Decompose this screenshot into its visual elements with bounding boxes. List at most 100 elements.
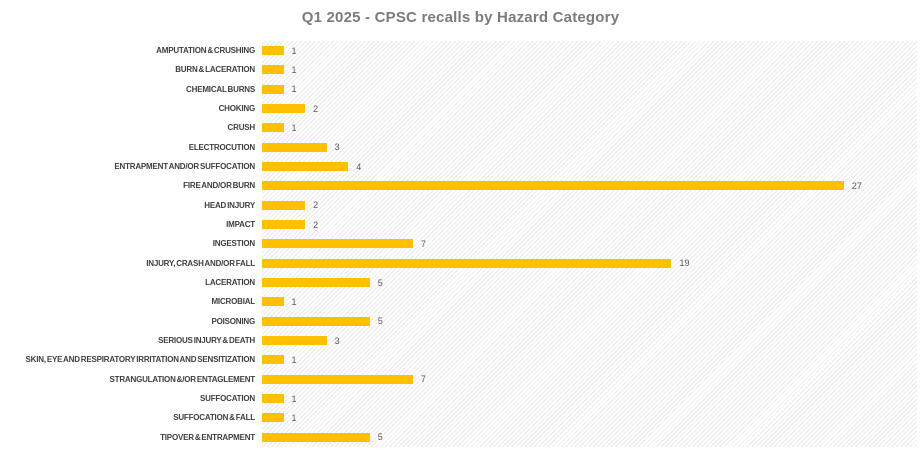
bar[interactable]: [262, 200, 306, 210]
bar-value-label: 2: [313, 219, 319, 230]
bar-track: 5: [262, 312, 917, 331]
bar-track: 2: [262, 215, 917, 234]
category-label-text: ENTRAPMENT AND/OR SUFFOCATION: [114, 162, 255, 172]
bar-track: 1: [262, 118, 917, 137]
category-label-text: ELECTROCUTION: [188, 142, 255, 152]
bar-value-label: 3: [334, 335, 340, 346]
chart-row: INJURY, CRASH AND/OR FALL 19: [0, 254, 917, 273]
category-label: STRANGULATION &/OR ENTAGLEMENT: [0, 375, 262, 384]
category-label-text: STRANGULATION &/OR ENTAGLEMENT: [109, 374, 256, 384]
bar[interactable]: [262, 142, 327, 152]
bar[interactable]: [262, 413, 284, 423]
chart-row: CRUSH 1: [0, 118, 917, 137]
category-label-text: CHEMICAL BURNS: [186, 84, 255, 94]
bar[interactable]: [262, 258, 672, 268]
bar[interactable]: [262, 355, 284, 365]
chart-row: SUFFOCATION & FALL 1: [0, 408, 917, 427]
bar-value-label: 1: [291, 122, 297, 133]
bar[interactable]: [262, 104, 306, 114]
bar-value-label: 1: [291, 412, 297, 423]
category-label-text: AMPUTATION & CRUSHING: [156, 46, 255, 56]
chart-row: MICROBIAL 1: [0, 292, 917, 311]
category-label-text: LACERATION: [205, 278, 255, 288]
chart-row: CHEMICAL BURNS 1: [0, 80, 917, 99]
chart-row: ELECTROCUTION 3: [0, 138, 917, 157]
category-label-text: POISONING: [211, 316, 255, 326]
chart-row: TIPOVER & ENTRAPMENT 5: [0, 428, 917, 447]
bar[interactable]: [262, 46, 284, 56]
bar[interactable]: [262, 84, 284, 94]
bar[interactable]: [262, 123, 284, 133]
bar[interactable]: [262, 374, 413, 384]
bar[interactable]: [262, 432, 370, 442]
category-label-text: INJURY, CRASH AND/OR FALL: [146, 258, 255, 268]
bar[interactable]: [262, 162, 349, 172]
bar-value-label: 5: [377, 432, 383, 443]
bar-value-label: 5: [377, 277, 383, 288]
bar-track: 5: [262, 428, 917, 447]
bar-value-label: 19: [679, 258, 690, 269]
bar-track: 2: [262, 196, 917, 215]
category-label-text: BURN & LACERATION: [175, 65, 255, 75]
category-label: SKIN, EYE AND RESPIRATORY IRRITATION AND…: [0, 355, 262, 364]
bar-value-label: 3: [334, 142, 340, 153]
bar[interactable]: [262, 297, 284, 307]
category-label-text: SUFFOCATION & FALL: [173, 413, 255, 423]
chart-row: SERIOUS INJURY & DEATH 3: [0, 331, 917, 350]
bar-value-label: 7: [420, 238, 426, 249]
bar-value-label: 4: [356, 161, 362, 172]
category-label-text: TIPOVER & ENTRAPMENT: [160, 432, 255, 442]
bar-track: 7: [262, 234, 917, 253]
bar-track: 2: [262, 99, 917, 118]
category-label: LACERATION: [0, 278, 262, 287]
category-label: TIPOVER & ENTRAPMENT: [0, 433, 262, 442]
bar[interactable]: [262, 239, 413, 249]
bar[interactable]: [262, 181, 844, 191]
category-label-text: SUFFOCATION: [200, 394, 255, 404]
bar-track: 1: [262, 389, 917, 408]
category-label-text: SKIN, EYE AND RESPIRATORY IRRITATION AND…: [25, 355, 256, 365]
chart-row: SKIN, EYE AND RESPIRATORY IRRITATION AND…: [0, 350, 917, 369]
category-label: INJURY, CRASH AND/OR FALL: [0, 259, 262, 268]
category-label: SUFFOCATION: [0, 394, 262, 403]
category-label: ENTRAPMENT AND/OR SUFFOCATION: [0, 162, 262, 171]
bar-value-label: 1: [291, 296, 297, 307]
chart-row: IMPACT 2: [0, 215, 917, 234]
bar[interactable]: [262, 278, 370, 288]
category-label: POISONING: [0, 317, 262, 326]
category-label: ELECTROCUTION: [0, 143, 262, 152]
category-label-text: MICROBIAL: [211, 297, 255, 307]
category-label: HEAD INJURY: [0, 201, 262, 210]
bar-track: 5: [262, 273, 917, 292]
category-label-text: CHOKING: [218, 104, 256, 114]
bar-track: 27: [262, 176, 917, 195]
bar-track: 1: [262, 408, 917, 427]
category-label-text: FIRE AND/OR BURN: [183, 181, 255, 191]
category-label: CHOKING: [0, 104, 262, 113]
bar-value-label: 2: [313, 103, 319, 114]
bar[interactable]: [262, 316, 370, 326]
bar-track: 3: [262, 138, 917, 157]
category-label: IMPACT: [0, 220, 262, 229]
chart-row: POISONING 5: [0, 312, 917, 331]
bar-value-label: 1: [291, 64, 297, 75]
bar-track: 4: [262, 157, 917, 176]
bar-track: 19: [262, 254, 917, 273]
bar-value-label: 5: [377, 316, 383, 327]
bar[interactable]: [262, 65, 284, 75]
category-label: AMPUTATION & CRUSHING: [0, 46, 262, 55]
category-label: MICROBIAL: [0, 297, 262, 306]
category-label-text: IMPACT: [226, 220, 255, 230]
chart-row: STRANGULATION &/OR ENTAGLEMENT 7: [0, 370, 917, 389]
bar[interactable]: [262, 336, 327, 346]
category-label: SUFFOCATION & FALL: [0, 413, 262, 422]
bar-track: 7: [262, 370, 917, 389]
bar[interactable]: [262, 220, 306, 230]
chart-row: LACERATION 5: [0, 273, 917, 292]
chart-row: ENTRAPMENT AND/OR SUFFOCATION 4: [0, 157, 917, 176]
bar[interactable]: [262, 394, 284, 404]
bar-value-label: 7: [420, 374, 426, 385]
chart-row: SUFFOCATION 1: [0, 389, 917, 408]
bar-value-label: 1: [291, 393, 297, 404]
